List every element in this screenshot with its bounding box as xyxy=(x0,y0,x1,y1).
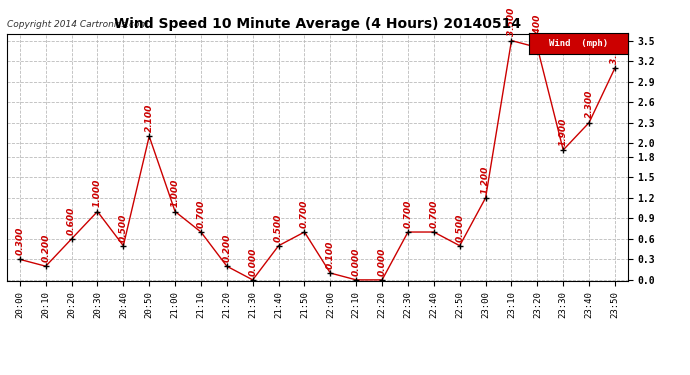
Text: 1.000: 1.000 xyxy=(93,179,102,207)
Text: 0.500: 0.500 xyxy=(119,213,128,242)
Text: 3.500: 3.500 xyxy=(507,8,516,36)
Text: 1.900: 1.900 xyxy=(559,117,568,146)
Text: 0.500: 0.500 xyxy=(274,213,283,242)
Text: 0.000: 0.000 xyxy=(352,248,361,276)
Text: 0.200: 0.200 xyxy=(222,234,231,262)
Text: 0.000: 0.000 xyxy=(248,248,257,276)
Text: 0.700: 0.700 xyxy=(404,200,413,228)
Text: 3.400: 3.400 xyxy=(533,15,542,43)
Text: 0.700: 0.700 xyxy=(197,200,206,228)
Text: 2.300: 2.300 xyxy=(584,90,593,118)
Text: 1.200: 1.200 xyxy=(481,165,490,194)
Text: 0.300: 0.300 xyxy=(15,227,24,255)
Title: Wind Speed 10 Minute Average (4 Hours) 20140514: Wind Speed 10 Minute Average (4 Hours) 2… xyxy=(114,17,521,31)
Text: 0.700: 0.700 xyxy=(429,200,438,228)
Text: 0.200: 0.200 xyxy=(41,234,50,262)
Text: 0.700: 0.700 xyxy=(300,200,309,228)
Text: 0.000: 0.000 xyxy=(377,248,386,276)
Text: 0.500: 0.500 xyxy=(455,213,464,242)
Text: 3.100: 3.100 xyxy=(611,35,620,64)
Text: 0.100: 0.100 xyxy=(326,240,335,269)
Text: 1.000: 1.000 xyxy=(170,179,179,207)
Text: 0.600: 0.600 xyxy=(67,206,76,235)
Text: 2.100: 2.100 xyxy=(145,104,154,132)
Text: Copyright 2014 Cartronics.com: Copyright 2014 Cartronics.com xyxy=(7,20,148,29)
